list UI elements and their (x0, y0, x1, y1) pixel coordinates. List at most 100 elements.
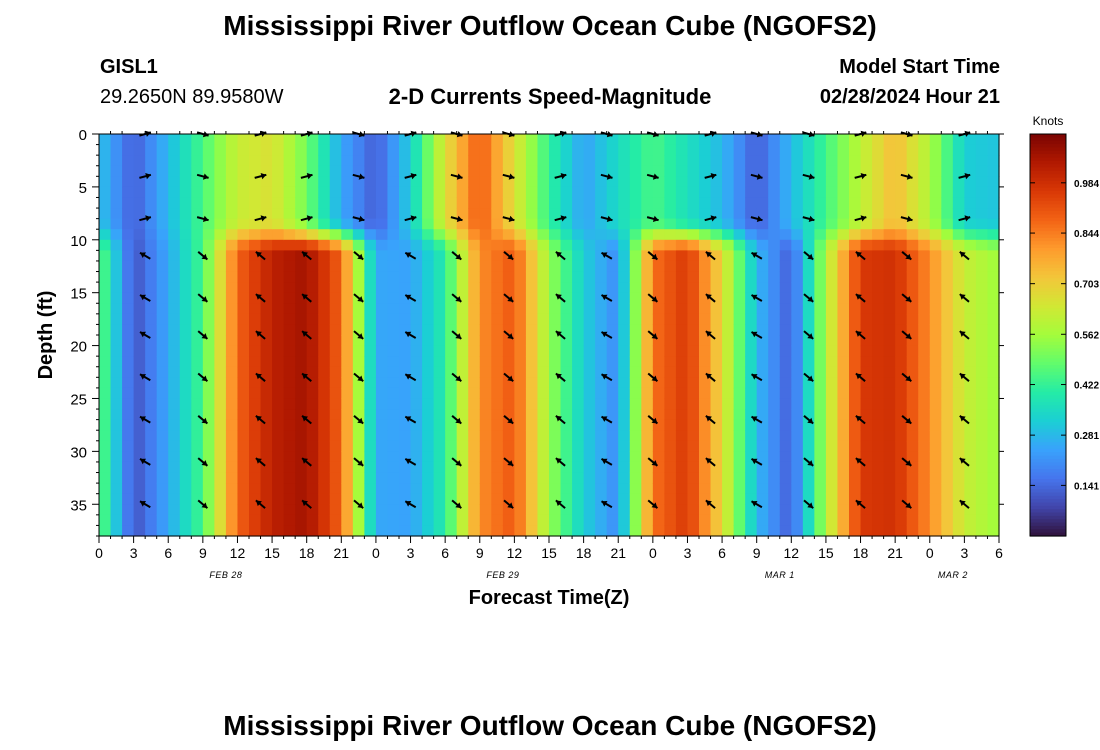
heatmap-cell (295, 345, 308, 357)
heatmap-cell (722, 208, 735, 220)
heatmap-cell (214, 176, 227, 188)
heatmap-cell (710, 282, 723, 294)
heatmap-cell (883, 197, 896, 209)
heatmap-cell (156, 366, 169, 378)
heatmap-cell (641, 377, 654, 389)
heatmap-cell (802, 176, 815, 188)
colorbar-segment (1030, 422, 1066, 427)
heatmap-cell (710, 493, 723, 505)
heatmap-cell (895, 186, 908, 199)
heatmap-cell (664, 239, 677, 251)
heatmap-cell (779, 134, 792, 146)
heatmap-cell (306, 451, 319, 463)
heatmap-cell (145, 440, 158, 452)
heatmap-cell (606, 229, 619, 241)
heatmap-cell (549, 472, 562, 484)
current-speed-chart: 0 3 6 9 12 15 18 21 0 3 6 9 12 15 18 21 0 3 6 9 12 15 18 21 0 3 60… (35, 114, 1099, 609)
heatmap-cell (445, 387, 458, 400)
heatmap-cell (733, 356, 746, 368)
heatmap-cell (952, 440, 965, 452)
heatmap-cell (883, 387, 896, 400)
colorbar-segment (1030, 237, 1066, 242)
heatmap-cell (156, 335, 169, 347)
heatmap-cell (399, 472, 412, 484)
heatmap-cell (733, 218, 746, 230)
heatmap-cell (491, 134, 504, 146)
heatmap-cell (652, 144, 665, 156)
heatmap-cell (352, 303, 365, 315)
heatmap-cell (225, 229, 239, 241)
colorbar-segment (1030, 244, 1066, 249)
heatmap-cell (549, 197, 562, 209)
heatmap-cell (722, 430, 735, 442)
colorbar-segment (1030, 247, 1066, 252)
colorbar-segment (1030, 425, 1066, 430)
heatmap-cell (699, 504, 712, 516)
heatmap-cell (214, 229, 227, 241)
heatmap-cell (929, 504, 942, 516)
heatmap-cell (549, 514, 562, 527)
heatmap-cell (814, 398, 827, 410)
heatmap-cell (641, 313, 654, 326)
heatmap-cell (941, 514, 954, 527)
heatmap-cell (537, 197, 550, 209)
heatmap-cell (537, 430, 550, 442)
heatmap-cell (502, 155, 515, 167)
heatmap-cell (618, 366, 631, 378)
heatmap-cell (641, 514, 654, 527)
heatmap-cell (514, 514, 527, 527)
heatmap-cell (710, 176, 723, 188)
heatmap-cell (145, 144, 158, 156)
heatmap-cell (629, 271, 642, 283)
heatmap-cell (237, 335, 250, 347)
heatmap-cell (202, 377, 215, 389)
heatmap-cell (629, 356, 642, 368)
heatmap-cell (895, 398, 908, 410)
heatmap-cell (295, 461, 308, 474)
heatmap-cell (860, 356, 873, 368)
heatmap-cell (964, 451, 977, 463)
heatmap-cell (964, 229, 977, 241)
heatmap-cell (802, 282, 815, 294)
heatmap-cell (791, 313, 804, 326)
heatmap-cell (791, 504, 804, 516)
heatmap-cell (952, 271, 965, 283)
heatmap-cell (283, 461, 296, 474)
heatmap-cell (260, 313, 273, 326)
heatmap-cell (433, 451, 446, 463)
heatmap-cell (179, 186, 192, 199)
heatmap-cell (168, 493, 181, 505)
heatmap-cell (710, 229, 723, 241)
heatmap-cell (249, 134, 262, 146)
heatmap-cell (618, 239, 631, 251)
heatmap-cell (860, 409, 873, 421)
heatmap-cell (860, 218, 873, 230)
heatmap-cell (525, 387, 539, 400)
heatmap-cell (295, 324, 308, 336)
heatmap-cell (491, 324, 504, 336)
heatmap-cell (975, 409, 989, 421)
heatmap-cell (237, 461, 250, 474)
heatmap-cell (156, 387, 169, 400)
heatmap-cell (779, 335, 792, 347)
heatmap-cell (514, 451, 527, 463)
heatmap-cell (364, 409, 377, 421)
heatmap-cell (629, 461, 642, 474)
heatmap-cell (872, 451, 885, 463)
heatmap-cell (733, 324, 746, 336)
heatmap-cell (168, 409, 181, 421)
heatmap-cell (225, 155, 239, 167)
current-arrow (705, 499, 716, 509)
heatmap-cell (618, 504, 631, 516)
heatmap-cell (122, 493, 135, 505)
heatmap-cell (895, 324, 908, 336)
heatmap-cell (191, 313, 204, 326)
heatmap-cell (941, 504, 954, 516)
heatmap-cell (456, 271, 469, 283)
heatmap-cell (629, 398, 642, 410)
heatmap-cell (802, 155, 815, 167)
heatmap-cell (641, 451, 654, 463)
heatmap-cell (191, 176, 204, 188)
heatmap-cell (710, 356, 723, 368)
heatmap-cell (906, 303, 919, 315)
